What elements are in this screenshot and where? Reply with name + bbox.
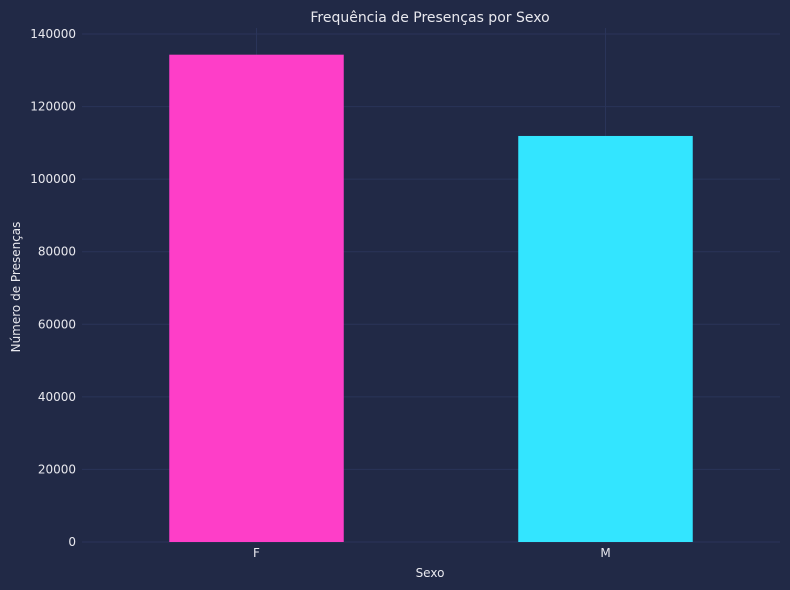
x-axis-label: Sexo bbox=[416, 566, 445, 580]
y-tick-label: 120000 bbox=[30, 100, 76, 114]
y-tick-label: 140000 bbox=[30, 27, 76, 41]
y-tick-label: 0 bbox=[68, 535, 76, 549]
bar-layer bbox=[169, 54, 693, 542]
y-tick-label: 40000 bbox=[38, 390, 76, 404]
y-tick-label: 80000 bbox=[38, 245, 76, 259]
y-tick-label: 100000 bbox=[30, 172, 76, 186]
bar-m bbox=[518, 135, 693, 542]
x-tick-label: M bbox=[600, 546, 610, 560]
y-axis-label: Número de Presenças bbox=[9, 222, 23, 353]
bar-f bbox=[169, 54, 344, 542]
y-tick-label: 20000 bbox=[38, 462, 76, 476]
chart-title: Frequência de Presenças por Sexo bbox=[310, 10, 549, 26]
y-tick-labels: 0 20000 40000 60000 80000 100000 120000 140000 bbox=[30, 27, 76, 549]
x-tick-label: F bbox=[253, 546, 260, 560]
y-tick-label: 60000 bbox=[38, 317, 76, 331]
